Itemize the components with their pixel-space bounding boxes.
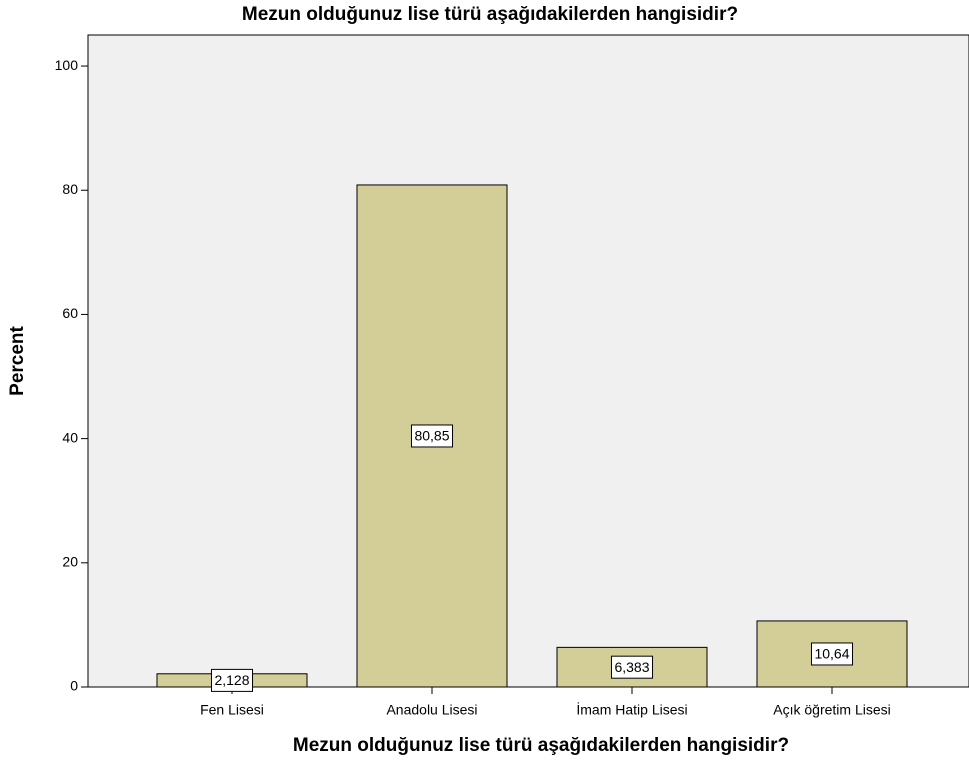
value-label-box — [810, 642, 854, 666]
value-label: 80,85 — [414, 428, 449, 444]
value-label-box — [410, 424, 454, 448]
value-label-box — [210, 668, 254, 692]
x-tick-label: Açık öğretim Lisesi — [773, 702, 890, 718]
x-tick-label: Anadolu Lisesi — [386, 702, 477, 718]
y-axis-label: Percent — [7, 325, 28, 395]
y-tick-label: 60 — [62, 305, 78, 321]
value-label: 10,64 — [814, 646, 849, 662]
y-tick-label: 80 — [62, 181, 78, 197]
chart-title: Mezun olduğunuz lise türü aşağıdakilerde… — [242, 4, 738, 25]
plot-area — [87, 34, 969, 688]
x-tick-label: Fen Lisesi — [200, 702, 264, 718]
y-tick-label: 20 — [62, 554, 78, 570]
y-tick-label: 40 — [62, 429, 78, 445]
y-tick-label: 100 — [55, 57, 79, 73]
value-label: 6,383 — [614, 659, 649, 675]
x-axis-label: Mezun olduğunuz lise türü aşağıdakilerde… — [293, 735, 789, 756]
y-tick-label: 0 — [70, 678, 78, 694]
x-tick-label: İmam Hatip Lisesi — [576, 701, 687, 718]
value-label: 2,128 — [214, 672, 249, 688]
value-label-box — [610, 655, 654, 679]
